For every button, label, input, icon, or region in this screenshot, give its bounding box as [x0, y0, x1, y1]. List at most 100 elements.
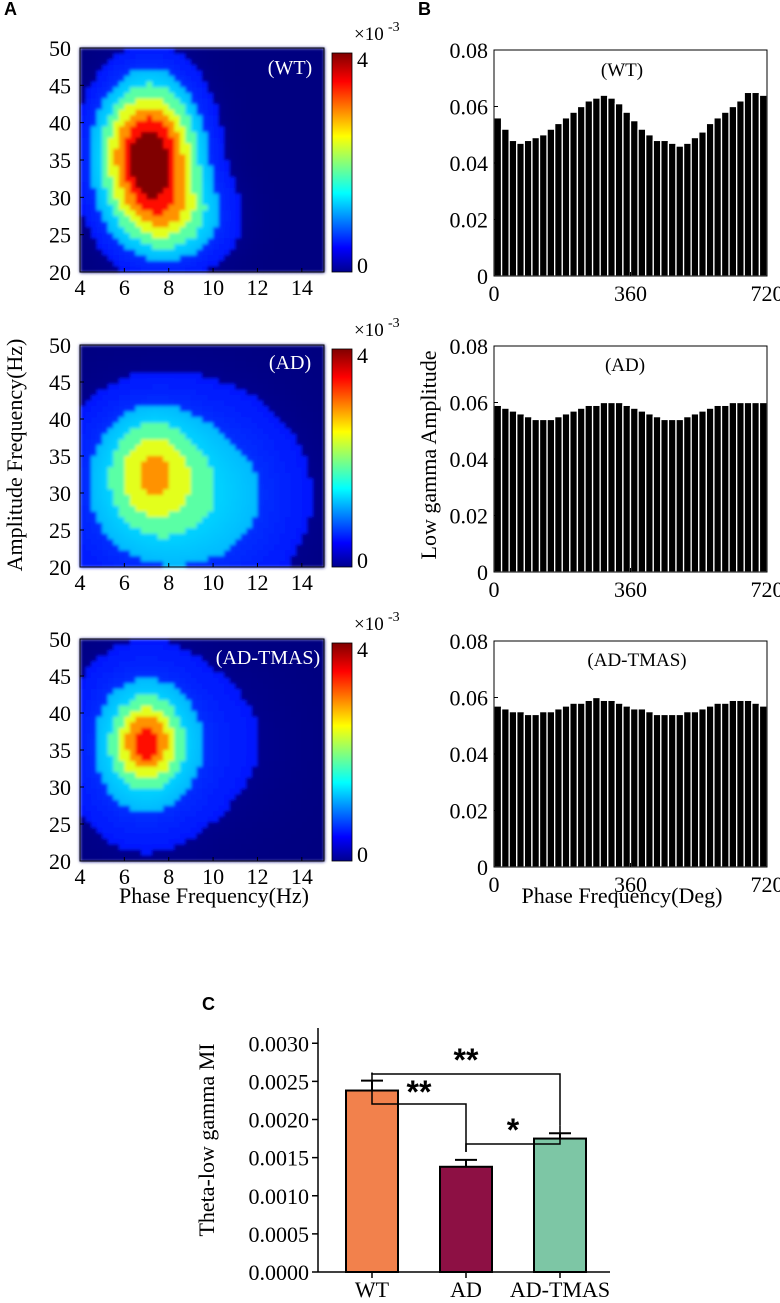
heat-cell	[202, 483, 209, 490]
heat-cell	[240, 744, 247, 751]
heat-cell	[240, 816, 247, 823]
heat-cell	[207, 489, 214, 496]
heat-cell	[179, 661, 186, 668]
heat-cell	[80, 182, 87, 189]
heat-cell	[207, 505, 214, 513]
heat-cell	[207, 677, 214, 684]
heat-cell	[235, 844, 242, 851]
heat-cell	[107, 700, 114, 707]
heat-cell	[307, 148, 314, 155]
heat-cell	[129, 705, 137, 712]
heat-cell	[135, 539, 142, 546]
heat-cell	[185, 822, 192, 829]
heat-cell	[190, 738, 198, 746]
heat-cell	[202, 827, 209, 834]
heat-cell	[312, 406, 320, 413]
heat-cell	[107, 522, 114, 529]
heat-cell	[185, 216, 192, 223]
heat-cell	[168, 827, 175, 834]
heat-cell	[307, 204, 314, 211]
heat-cell	[240, 53, 247, 60]
heat-cell	[235, 827, 242, 834]
heat-cell	[174, 727, 181, 734]
heat-cell	[202, 372, 209, 379]
heat-cell	[135, 120, 142, 127]
heat-cell	[163, 81, 170, 88]
heat-cell	[118, 389, 125, 396]
heat-cell	[118, 367, 125, 374]
heat-cell	[290, 115, 297, 122]
heat-cell	[129, 92, 137, 99]
heat-cell	[307, 389, 314, 396]
heat-cell	[301, 561, 308, 568]
heat-cell	[235, 833, 242, 840]
heat-cell	[102, 855, 109, 862]
heat-cell	[268, 70, 275, 77]
heat-cell	[85, 260, 92, 267]
heat-cell	[229, 143, 236, 150]
heat-cell	[224, 210, 231, 217]
heat-cell	[246, 81, 253, 88]
heat-cell	[196, 694, 203, 701]
heat-cell	[135, 255, 142, 262]
heat-cell	[213, 639, 220, 646]
heat-cell	[301, 483, 308, 490]
heat-cell	[174, 115, 181, 122]
heat-cell	[190, 428, 198, 435]
heat-cell	[235, 766, 242, 773]
heat-cell	[80, 266, 87, 273]
heat-cell	[279, 244, 286, 251]
heat-cell	[152, 411, 159, 418]
heat-cell	[179, 777, 186, 784]
heat-cell	[91, 255, 98, 262]
heat-cell	[185, 188, 192, 195]
heat-cell	[179, 727, 186, 734]
heat-cell	[91, 666, 98, 673]
heat-cell	[157, 716, 164, 723]
heat-cell	[146, 120, 153, 127]
heat-cell	[202, 92, 209, 99]
heat-cell	[174, 372, 181, 379]
heat-cell	[157, 109, 164, 116]
heat-cell	[301, 400, 308, 407]
heat-cell	[135, 478, 142, 485]
heat-cell	[174, 788, 181, 795]
heat-cell	[80, 444, 87, 452]
heat-cell	[91, 661, 98, 668]
heat-cell	[263, 48, 270, 55]
heat-cell	[235, 143, 242, 150]
heat-cell	[174, 716, 181, 723]
heat-cell	[124, 483, 131, 490]
heat-cell	[163, 109, 170, 116]
heat-cell	[163, 544, 170, 551]
heat-cell	[285, 48, 292, 55]
heat-cell	[152, 639, 159, 646]
heat-cell	[102, 137, 109, 144]
heat-cell	[224, 494, 231, 501]
heat-cell	[268, 716, 275, 723]
heat-cell	[96, 450, 103, 457]
heat-cell	[274, 87, 281, 94]
heat-cell	[268, 766, 275, 773]
heat-cell	[118, 394, 125, 402]
heat-cell	[135, 772, 142, 779]
heat-cell	[285, 505, 292, 513]
heat-cell	[279, 444, 286, 452]
heat-cell	[129, 422, 137, 429]
heat-cell	[307, 98, 314, 105]
heat-cell	[113, 666, 120, 673]
heat-cell	[196, 345, 203, 352]
heat-cell	[224, 799, 231, 807]
heat-cell	[185, 361, 192, 368]
heat-cell	[246, 104, 253, 111]
heat-cell	[213, 777, 220, 784]
heat-cell	[240, 450, 247, 457]
heat-cell	[190, 805, 198, 812]
heat-cell	[157, 833, 164, 840]
heat-cell	[91, 115, 98, 122]
heat-cell	[190, 783, 198, 790]
heat-cell	[168, 171, 175, 178]
heat-cell	[152, 389, 159, 396]
heat-cell	[274, 533, 281, 540]
